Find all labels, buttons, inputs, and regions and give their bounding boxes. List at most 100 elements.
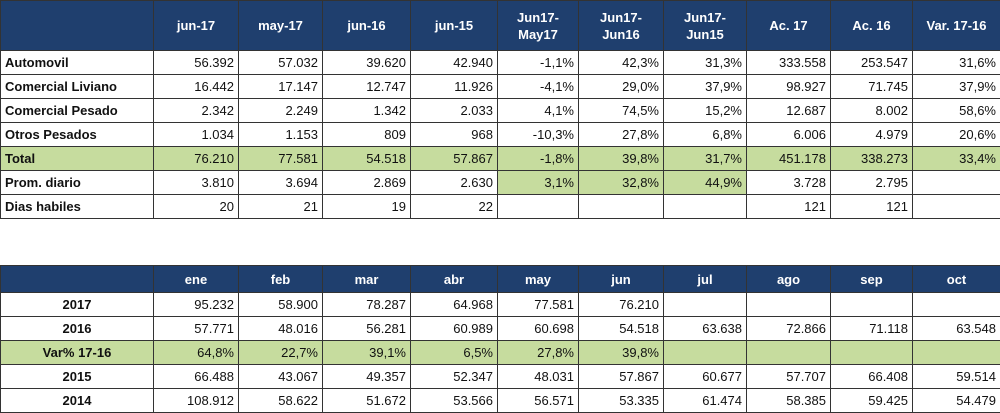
- cell: 31,6%: [913, 51, 1000, 75]
- cell: 29,0%: [579, 75, 664, 99]
- cell: [913, 293, 1000, 317]
- cell: 48.031: [498, 365, 579, 389]
- cell: 95.232: [154, 293, 239, 317]
- cell: [498, 195, 579, 219]
- cell: 48.016: [239, 317, 323, 341]
- cell: [664, 195, 747, 219]
- cell: 2.033: [411, 99, 498, 123]
- cell: 43.067: [239, 365, 323, 389]
- cell: [664, 293, 747, 317]
- header-cell: Var. 17-16: [913, 1, 1000, 51]
- cell: 27,8%: [498, 341, 579, 365]
- header-cell: Ac. 17: [747, 1, 831, 51]
- cell: 17.147: [239, 75, 323, 99]
- cell: [579, 195, 664, 219]
- cell: 968: [411, 123, 498, 147]
- cell: 98.927: [747, 75, 831, 99]
- cell: [747, 341, 831, 365]
- cell: 58.385: [747, 389, 831, 413]
- cell: 121: [747, 195, 831, 219]
- cell: [831, 293, 913, 317]
- cell: 53.566: [411, 389, 498, 413]
- cell: 53.335: [579, 389, 664, 413]
- cell: 20,6%: [913, 123, 1000, 147]
- row-label: 2016: [1, 317, 154, 341]
- cell: 338.273: [831, 147, 913, 171]
- data-row: Automovil56.39257.03239.62042.940-1,1%42…: [1, 51, 1000, 75]
- cell: 54.518: [323, 147, 411, 171]
- header-row: jun-17may-17jun-16jun-15Jun17-May17Jun17…: [1, 1, 1000, 51]
- cell: 61.474: [664, 389, 747, 413]
- cell: 60.989: [411, 317, 498, 341]
- cell: 57.771: [154, 317, 239, 341]
- cell: 3.728: [747, 171, 831, 195]
- cell: 22,7%: [239, 341, 323, 365]
- cell: 64.968: [411, 293, 498, 317]
- data-row: 201795.23258.90078.28764.96877.58176.210: [1, 293, 1000, 317]
- data-row: Comercial Pesado2.3422.2491.3422.0334,1%…: [1, 99, 1000, 123]
- cell: 58.622: [239, 389, 323, 413]
- cell: 42,3%: [579, 51, 664, 75]
- header-cell: may: [498, 266, 579, 293]
- cell: 64,8%: [154, 341, 239, 365]
- header-cell: abr: [411, 266, 498, 293]
- cell: 37,9%: [664, 75, 747, 99]
- cell: 58,6%: [913, 99, 1000, 123]
- cell: 39,8%: [579, 147, 664, 171]
- header-cell: may-17: [239, 1, 323, 51]
- header-cell: Ac. 16: [831, 1, 913, 51]
- cell: 56.571: [498, 389, 579, 413]
- cell: 42.940: [411, 51, 498, 75]
- cell: [747, 293, 831, 317]
- cell: 3,1%: [498, 171, 579, 195]
- cell: 3.694: [239, 171, 323, 195]
- header-cell: jul: [664, 266, 747, 293]
- cell: 253.547: [831, 51, 913, 75]
- header-cell: jun-17: [154, 1, 239, 51]
- row-label: Automovil: [1, 51, 154, 75]
- cell: 66.488: [154, 365, 239, 389]
- data-row: 201657.77148.01656.28160.98960.69854.518…: [1, 317, 1000, 341]
- cell: 4.979: [831, 123, 913, 147]
- cell: 21: [239, 195, 323, 219]
- cell: 78.287: [323, 293, 411, 317]
- cell: 12.687: [747, 99, 831, 123]
- cell: [664, 341, 747, 365]
- cell: 108.912: [154, 389, 239, 413]
- data-row: 2014108.91258.62251.67253.56656.57153.33…: [1, 389, 1000, 413]
- row-label: 2015: [1, 365, 154, 389]
- cell: -1,1%: [498, 51, 579, 75]
- cell: 1.153: [239, 123, 323, 147]
- cell: 1.342: [323, 99, 411, 123]
- cell: 63.638: [664, 317, 747, 341]
- cell: 60.698: [498, 317, 579, 341]
- cell: -4,1%: [498, 75, 579, 99]
- cell: 27,8%: [579, 123, 664, 147]
- cell: 121: [831, 195, 913, 219]
- cell: [831, 341, 913, 365]
- header-cell: Jun17-Jun16: [579, 1, 664, 51]
- cell: 6,8%: [664, 123, 747, 147]
- header-cell: ago: [747, 266, 831, 293]
- cell: 51.672: [323, 389, 411, 413]
- header-cell: oct: [913, 266, 1000, 293]
- row-label: Dias habiles: [1, 195, 154, 219]
- cell: 71.118: [831, 317, 913, 341]
- header-cell: ene: [154, 266, 239, 293]
- monthly-table: enefebmarabrmayjunjulagosepoct201795.232…: [0, 265, 1000, 413]
- cell: 49.357: [323, 365, 411, 389]
- cell: 63.548: [913, 317, 1000, 341]
- header-cell: jun-16: [323, 1, 411, 51]
- cell: 2.630: [411, 171, 498, 195]
- cell: 59.514: [913, 365, 1000, 389]
- cell: 809: [323, 123, 411, 147]
- cell: 72.866: [747, 317, 831, 341]
- header-cell: feb: [239, 266, 323, 293]
- cell: 32,8%: [579, 171, 664, 195]
- header-cell: Jun17-Jun15: [664, 1, 747, 51]
- row-label: Var% 17-16: [1, 341, 154, 365]
- cell: 11.926: [411, 75, 498, 99]
- cell: 3.810: [154, 171, 239, 195]
- cell: 2.869: [323, 171, 411, 195]
- cell: 77.581: [498, 293, 579, 317]
